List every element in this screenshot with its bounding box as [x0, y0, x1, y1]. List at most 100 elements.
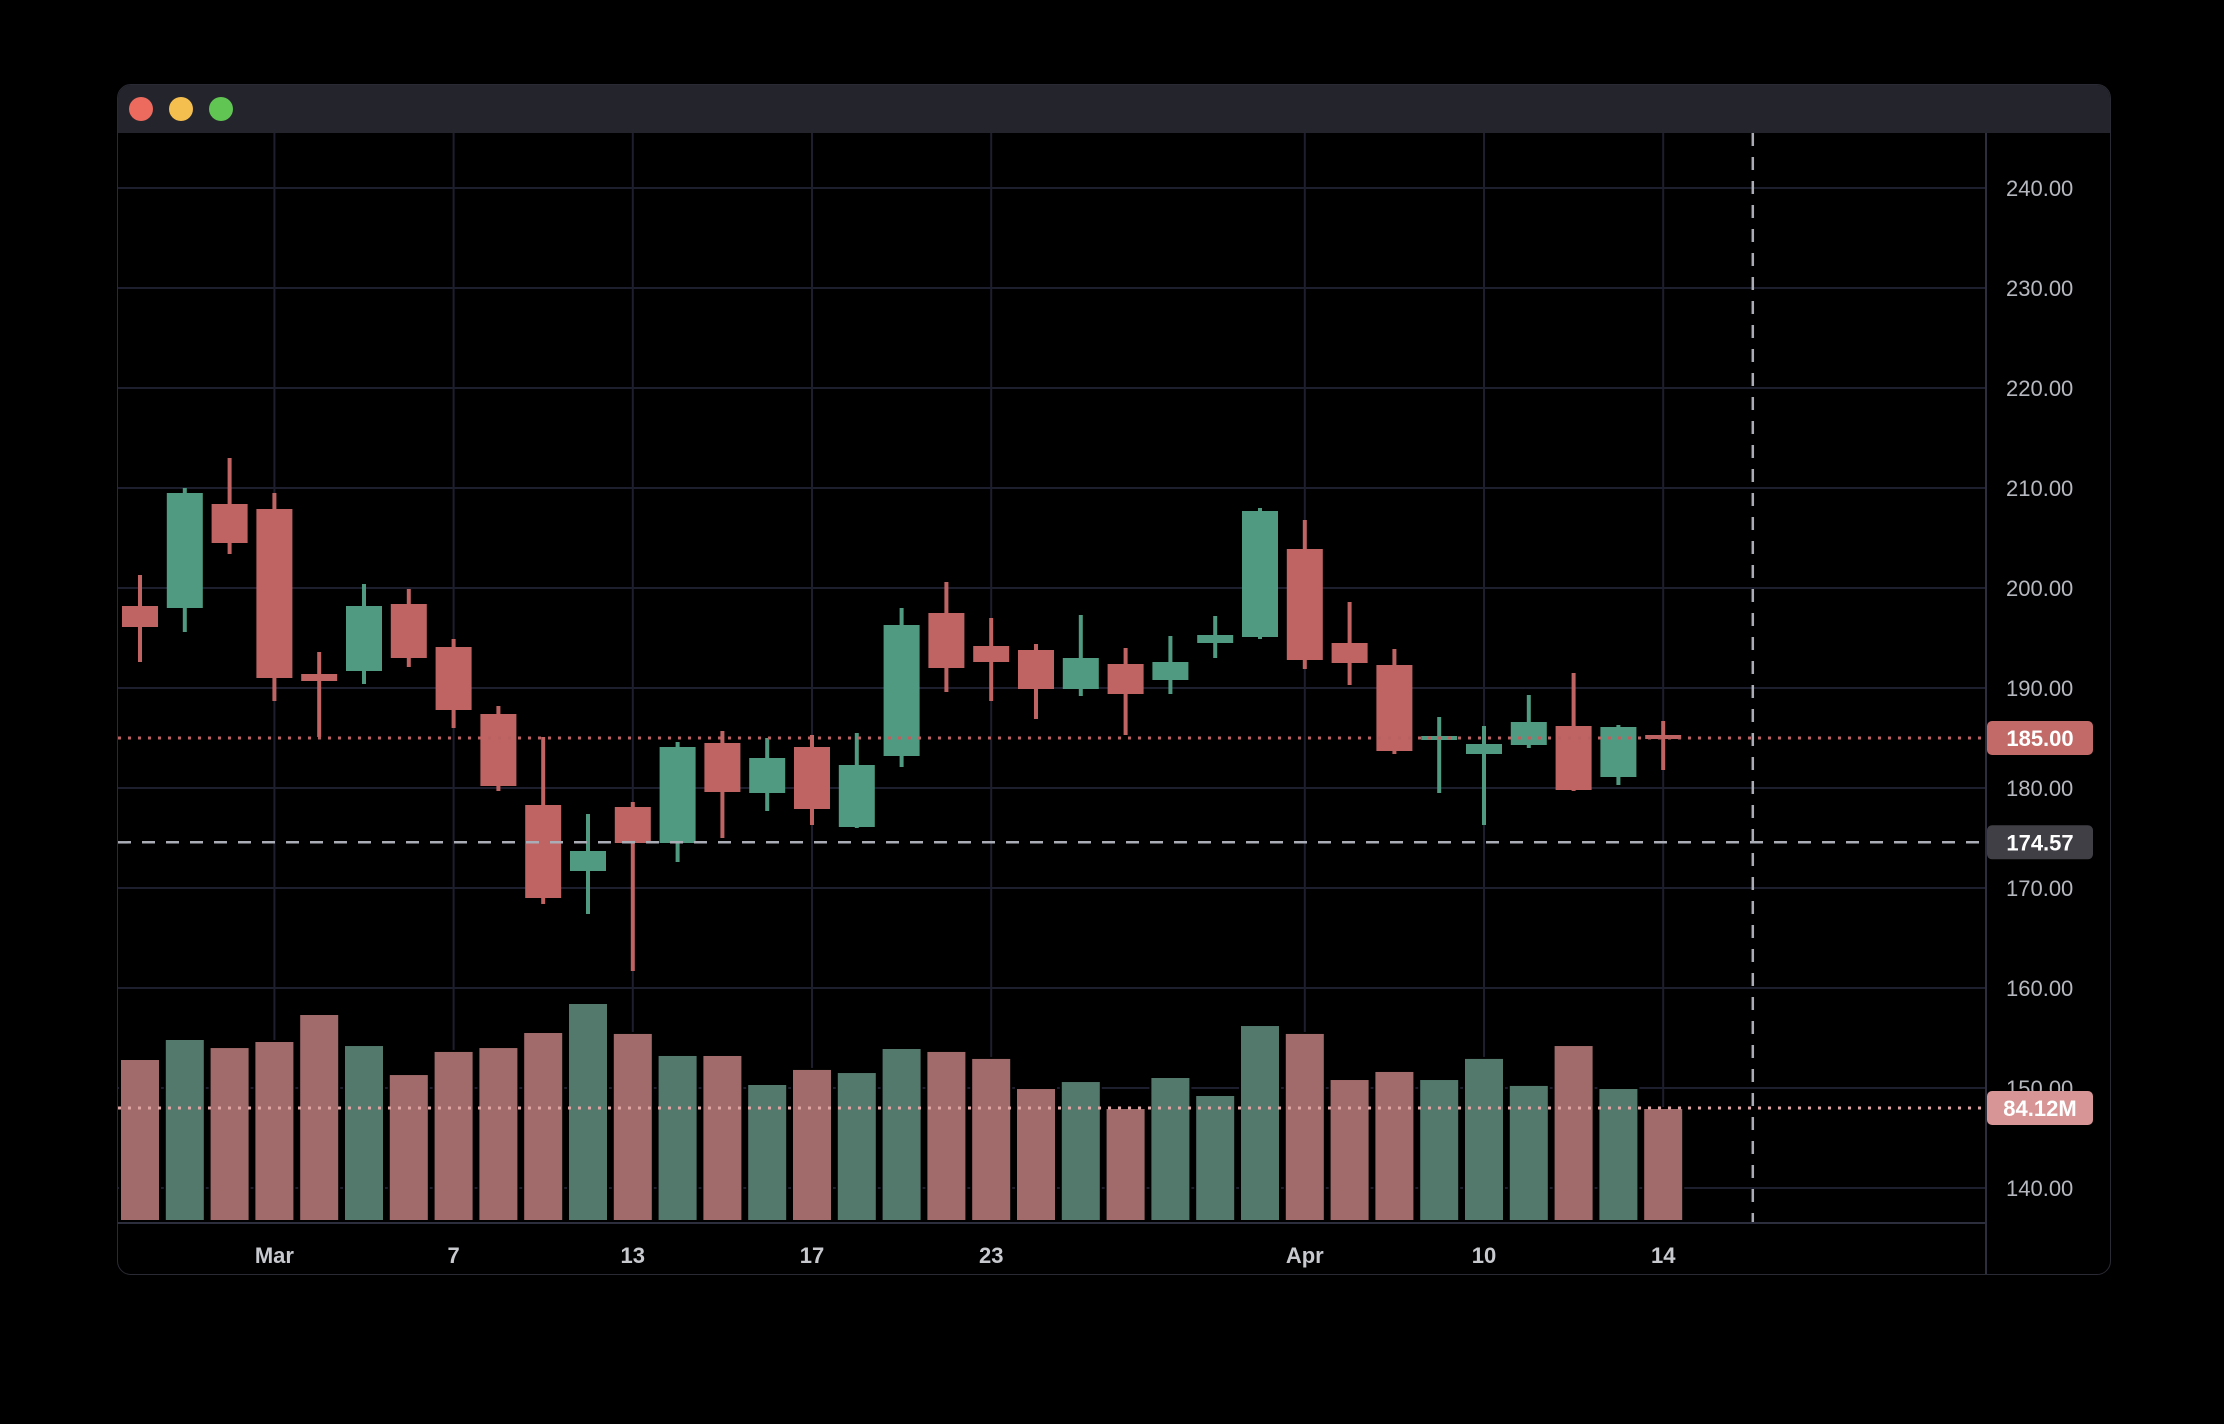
candle-body [435, 647, 472, 710]
zoom-button[interactable] [209, 97, 233, 121]
volume-bar [791, 1067, 833, 1223]
volume-bar [835, 1071, 878, 1222]
candle-body [122, 606, 158, 627]
price-axis-label: 180.00 [2006, 776, 2073, 801]
candle-body [1376, 665, 1413, 751]
candle-body [1466, 744, 1502, 754]
candle-body [973, 646, 1010, 662]
candle-body [1600, 727, 1637, 777]
time-axis-label: Apr [1286, 1243, 1324, 1268]
volume-bar [1373, 1069, 1416, 1223]
candle-wick [1526, 695, 1531, 748]
volume-bar [1015, 1087, 1057, 1222]
candle-body [1152, 662, 1189, 680]
price-axis-label: 190.00 [2006, 676, 2073, 701]
price-axis-label: 170.00 [2006, 876, 2073, 901]
volume-badge-label: 84.12M [2003, 1096, 2076, 1121]
candle-body [570, 851, 606, 871]
volume-bar [1059, 1080, 1102, 1222]
time-axis-label: 14 [1651, 1243, 1676, 1268]
last-price-badge-label: 185.00 [2006, 726, 2073, 751]
candle-body [928, 613, 965, 668]
volume-bar [432, 1049, 475, 1223]
candle-body [480, 714, 517, 786]
volume-bar [163, 1037, 206, 1222]
candle-body [390, 604, 427, 658]
last-price-badge [1987, 721, 2093, 755]
volume-bar [746, 1082, 789, 1222]
window-titlebar[interactable] [118, 85, 2110, 133]
candle-wick [1482, 726, 1486, 825]
candle-body [1286, 549, 1323, 660]
volume-bar [1597, 1087, 1640, 1222]
time-axis-label: 10 [1472, 1243, 1496, 1268]
time-axis-label: 23 [979, 1243, 1003, 1268]
candle-body [1331, 643, 1368, 663]
volume-bar [1283, 1031, 1326, 1223]
candle-body [704, 743, 741, 792]
candle-body [838, 765, 875, 827]
volume-bar [1418, 1078, 1461, 1222]
candle-body [883, 625, 920, 756]
volume-bar [1104, 1107, 1147, 1222]
volume-bar [387, 1073, 430, 1222]
volume-bar [343, 1044, 385, 1222]
candle-body [256, 509, 293, 678]
candle-body [1645, 735, 1682, 739]
candle-body [1062, 658, 1099, 689]
candle-body [659, 747, 696, 843]
candle-body [614, 807, 651, 843]
candle-body [1510, 722, 1547, 745]
close-button[interactable] [129, 97, 153, 121]
price-axis-label: 230.00 [2006, 276, 2073, 301]
candle-body [166, 493, 203, 608]
volume-bar [119, 1058, 161, 1222]
volume-bar [1507, 1083, 1550, 1223]
volume-bar [880, 1046, 923, 1222]
volume-badge [1987, 1091, 2093, 1126]
candle-wick [1661, 721, 1666, 770]
volume-bar [925, 1049, 968, 1223]
candlestick-chart[interactable]: 240.00 230.00 220.00 210.00 200.00 190.00 180.… [118, 133, 2110, 1274]
candle-wick [1078, 615, 1083, 696]
chart-canvas[interactable]: 240.00 230.00 220.00 210.00 200.00 190.00 180.… [118, 133, 2110, 1274]
candle-body [525, 805, 562, 898]
minimize-button[interactable] [169, 97, 193, 121]
chart-window: 240.00 230.00 220.00 210.00 200.00 190.00 180.… [117, 84, 2111, 1275]
candle-body [1555, 726, 1592, 790]
volume-bar [1642, 1107, 1685, 1222]
candle-wick [1437, 717, 1442, 793]
crosshair-price-badge-label: 174.57 [2006, 830, 2073, 855]
price-axis-label: 240.00 [2006, 176, 2073, 201]
volume-bar [522, 1031, 565, 1222]
candle-wick [630, 802, 635, 971]
price-axis-label: 220.00 [2006, 376, 2073, 401]
candle-body [1242, 511, 1278, 637]
candle-body [346, 606, 382, 671]
price-axis-label: 140.00 [2006, 1176, 2073, 1201]
volume-bar [1239, 1024, 1281, 1222]
volume-bar [253, 1040, 296, 1222]
time-axis-label: 7 [447, 1243, 459, 1268]
volume-bar [1149, 1076, 1192, 1222]
volume-bar [656, 1053, 699, 1222]
volume-bar [970, 1056, 1013, 1223]
price-axis-label: 200.00 [2006, 576, 2073, 601]
volume-bar [477, 1046, 520, 1222]
price-axis-label: 210.00 [2006, 476, 2073, 501]
volume-bar [701, 1053, 744, 1222]
volume-bar [298, 1013, 341, 1222]
candle-body [749, 758, 786, 793]
candle-body [1018, 650, 1054, 689]
candle-body [301, 674, 338, 681]
time-axis-label: Mar [255, 1243, 295, 1268]
price-axis-label: 160.00 [2006, 976, 2073, 1001]
time-axis-label: 13 [621, 1243, 645, 1268]
volume-bar [1194, 1094, 1237, 1222]
volume-bar [1552, 1044, 1595, 1222]
time-axis-label: 17 [800, 1243, 824, 1268]
candle-body [211, 504, 248, 543]
volume-bar [567, 1002, 609, 1222]
volume-bar [1463, 1056, 1505, 1223]
candle-body [794, 747, 830, 809]
